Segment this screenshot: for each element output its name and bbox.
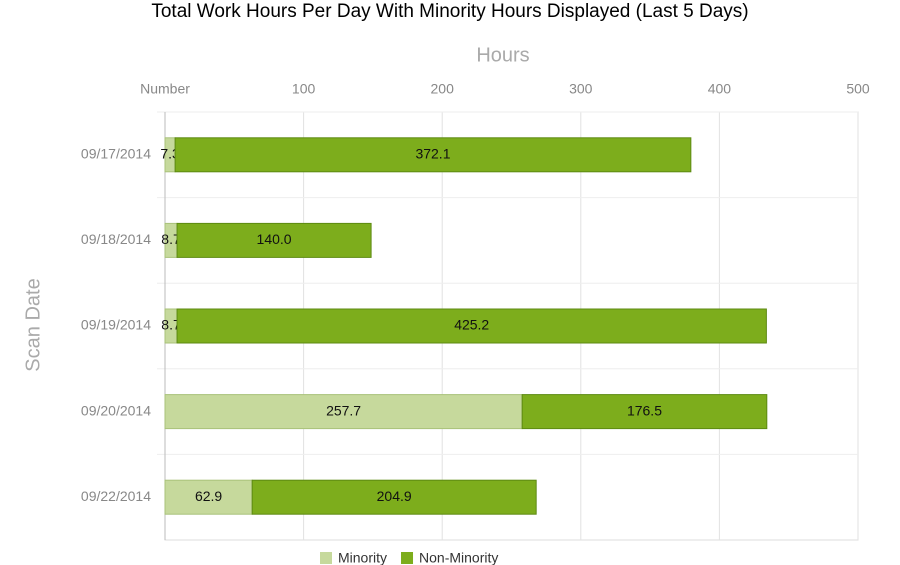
y-tick-label: 09/17/2014 <box>81 146 151 162</box>
value-label: 425.2 <box>454 317 489 333</box>
legend-label: Non-Minority <box>419 550 498 565</box>
y-tick-label: 09/18/2014 <box>81 231 151 247</box>
bar-segment <box>174 137 692 173</box>
x-tick-label: 400 <box>708 81 732 97</box>
legend-swatch <box>401 552 414 564</box>
y-tick-label: 09/19/2014 <box>81 317 151 333</box>
x-tick-label: 500 <box>846 81 870 97</box>
y-tick-label: 09/22/2014 <box>81 488 151 504</box>
legend-swatch <box>320 552 332 564</box>
x-tick-label: 300 <box>569 81 593 97</box>
value-label: 8.7 <box>161 231 181 247</box>
value-label: 176.5 <box>627 402 662 418</box>
value-label: 62.9 <box>195 488 222 504</box>
x-axis-title: Hours <box>476 44 529 66</box>
bar-segment <box>251 479 537 515</box>
x-tick-label: 100 <box>292 81 316 97</box>
bar-segment <box>164 479 253 515</box>
x-tick-label: 200 <box>431 81 455 97</box>
bar-segment <box>176 308 767 344</box>
y-tick-label: 09/20/2014 <box>81 402 151 418</box>
legend-label: Minority <box>338 550 387 565</box>
value-label: 204.9 <box>377 488 412 504</box>
value-label: 140.0 <box>257 231 292 247</box>
y-axis-title: Scan Date <box>22 278 44 371</box>
value-label: 257.7 <box>326 402 361 418</box>
value-label: 8.7 <box>161 317 181 333</box>
x-tick-label: Number <box>140 81 190 97</box>
bar-segment <box>521 394 768 430</box>
bar-segment <box>164 394 523 430</box>
value-label: 372.1 <box>415 146 450 162</box>
bar-segment <box>176 222 372 258</box>
chart-title: Total Work Hours Per Day With Minority H… <box>151 1 748 22</box>
